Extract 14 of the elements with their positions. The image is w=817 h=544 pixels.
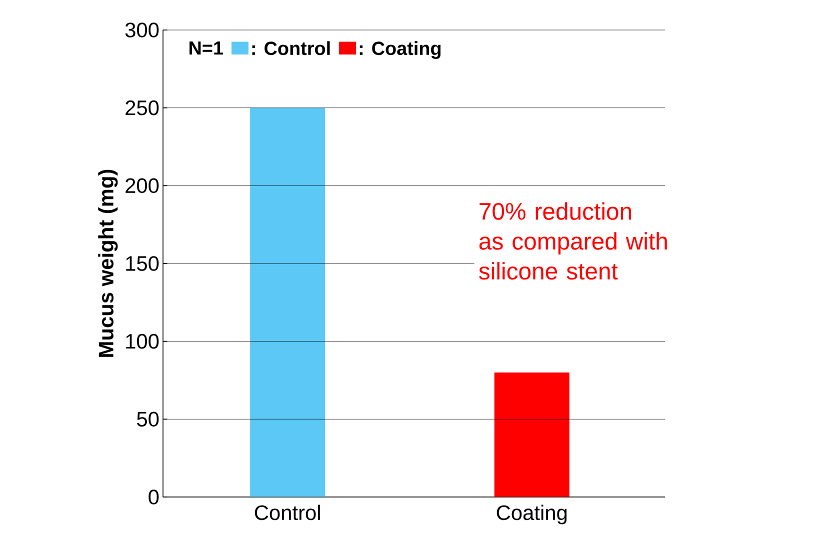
y-tick-label: 150 (126, 256, 159, 271)
legend-title: N=1 (190, 42, 223, 55)
x-tick-label: Coating (496, 504, 567, 524)
y-tick-label: 200 (126, 178, 159, 194)
annotation: 70% reduction as compared with silicone stent (479, 202, 667, 280)
y-tick-label: 300 (125, 22, 159, 38)
x-tick-label: Control (254, 504, 320, 520)
y-tick-label: 250 (126, 100, 159, 116)
y-axis-title: Mucus weight (mg) (98, 170, 118, 357)
y-tick-label: 0 (148, 490, 159, 504)
legend-label: : Control (252, 41, 330, 56)
y-tick-label: 50 (137, 412, 159, 427)
y-tick-label: 100 (126, 334, 159, 349)
legend-label: : Coating (360, 41, 441, 59)
